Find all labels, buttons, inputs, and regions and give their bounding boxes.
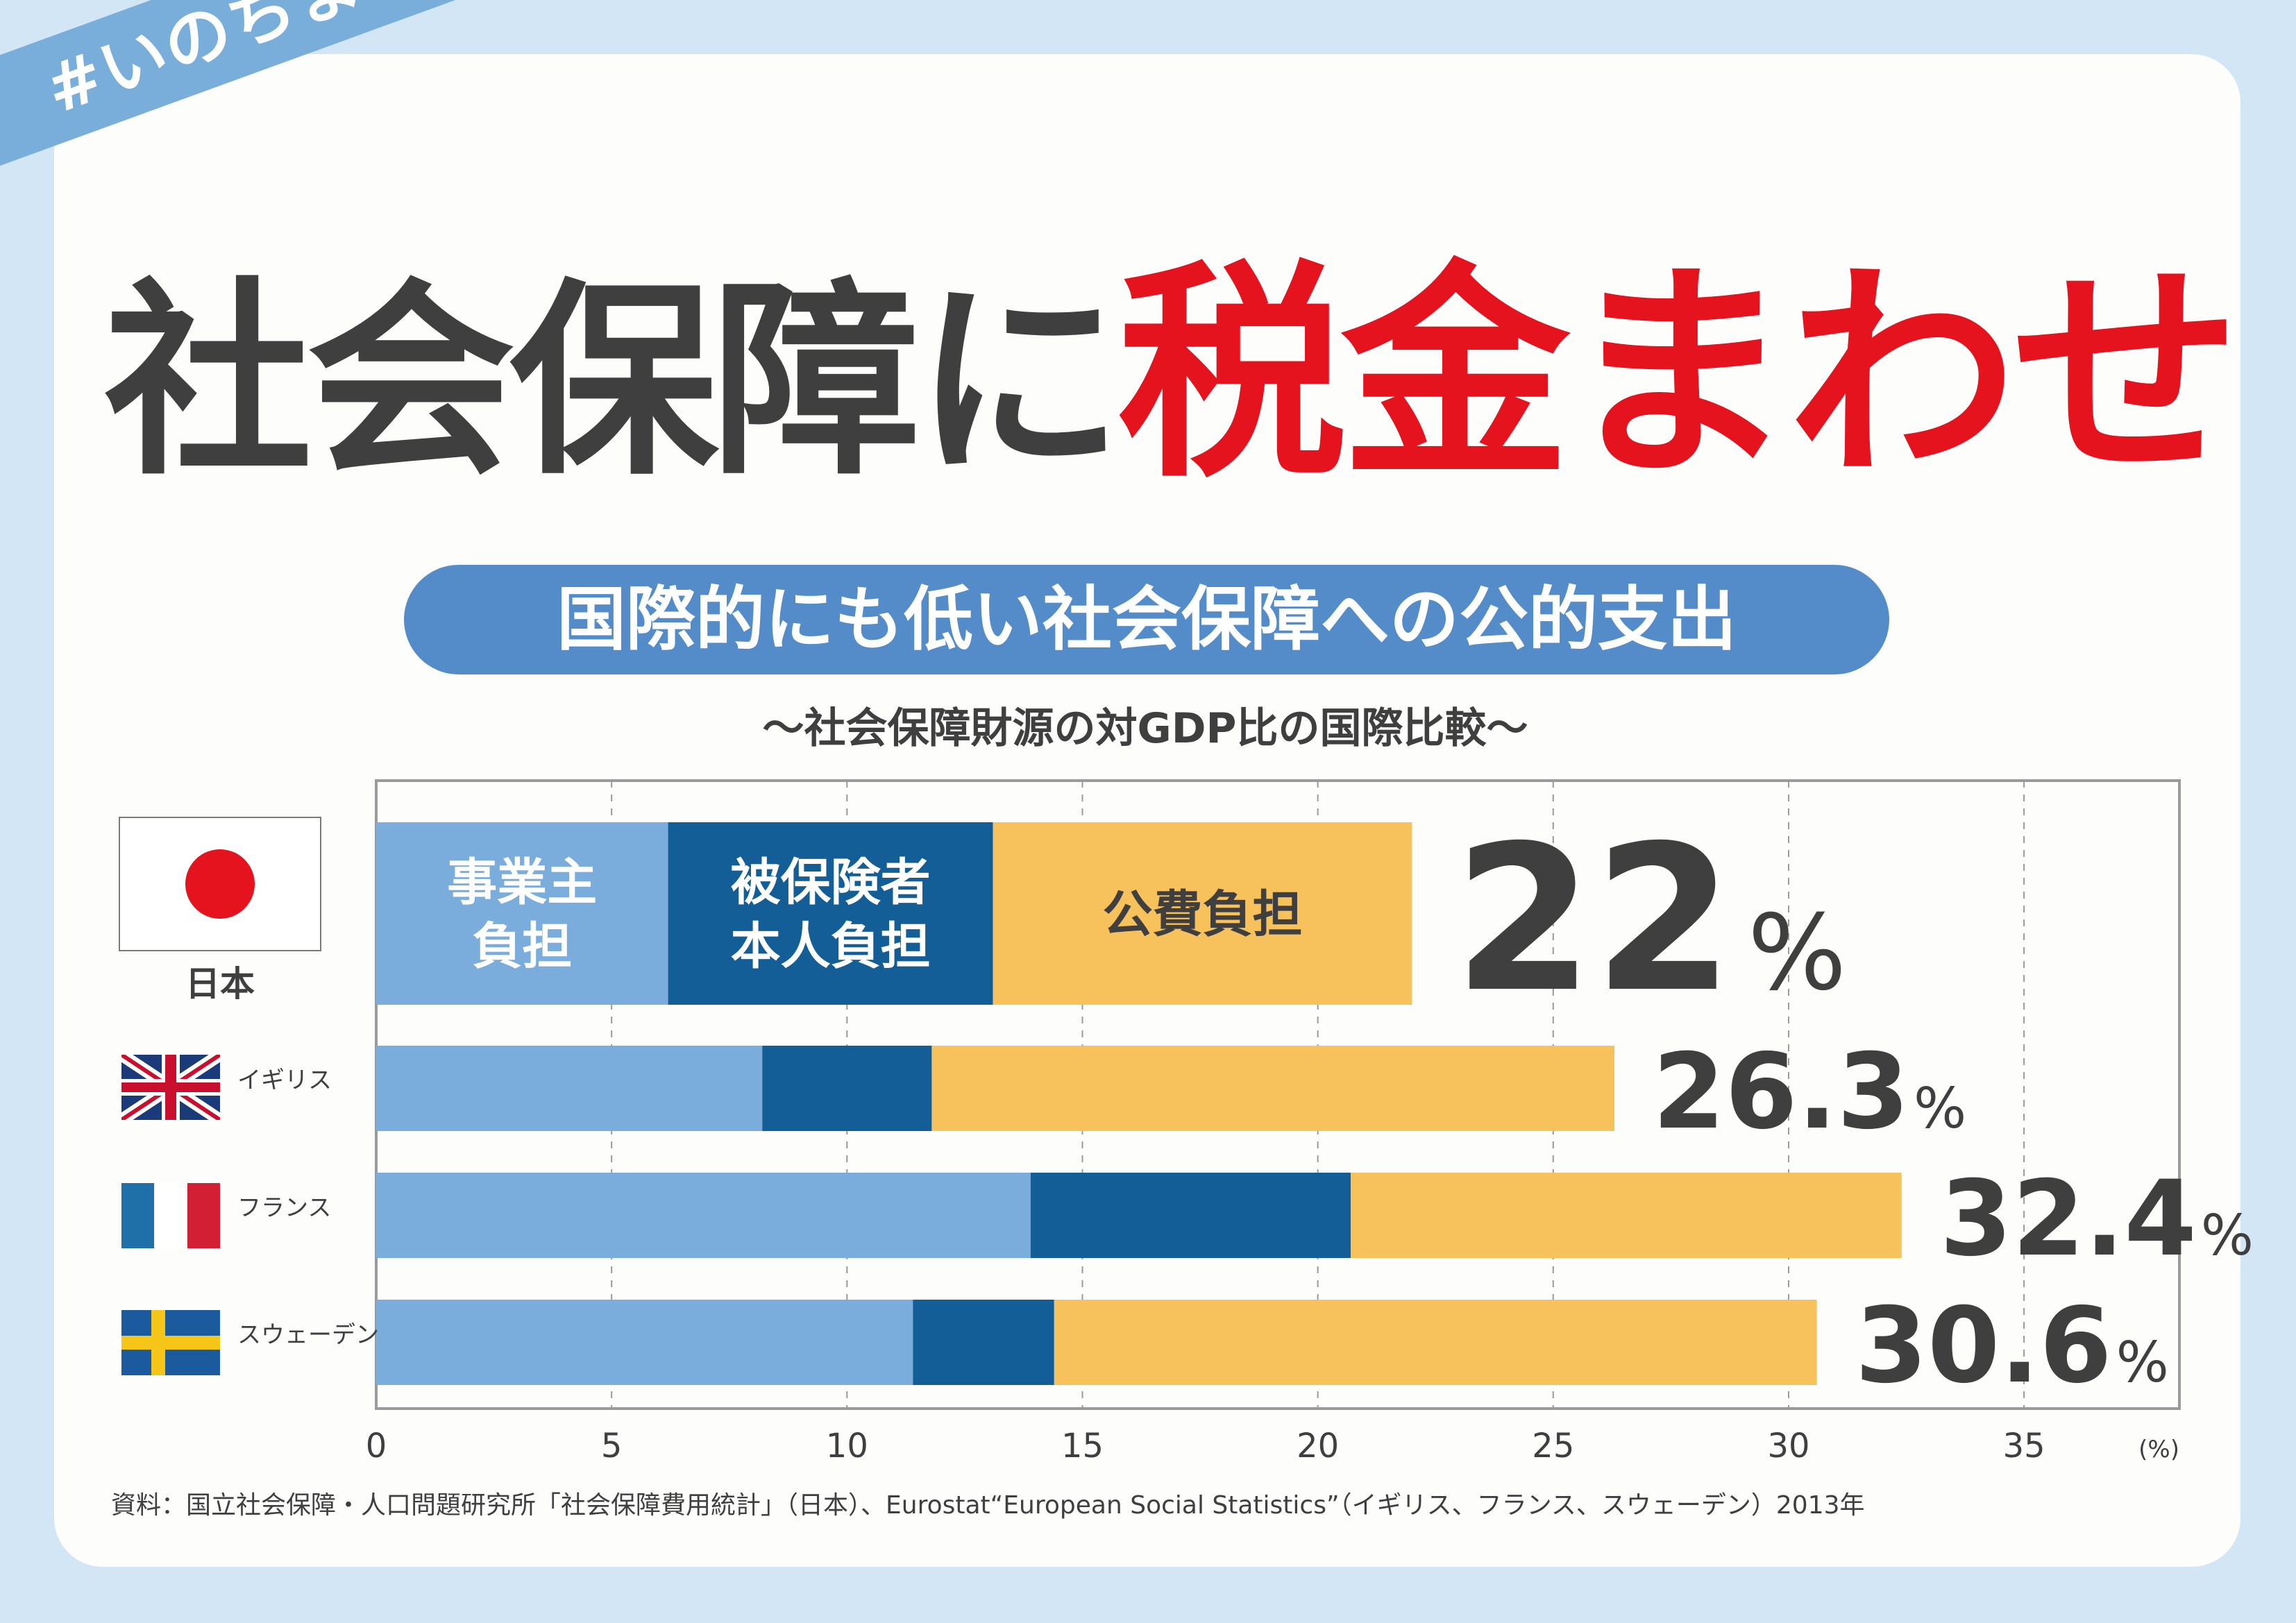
title-part-2: 税金まわせ <box>1117 241 2240 508</box>
segment-label: 被保険者 <box>731 853 931 911</box>
bar-segment <box>931 1046 1615 1131</box>
total-label: 26.3% <box>1653 1032 1966 1153</box>
total-label: 32.4% <box>1940 1159 2254 1280</box>
total-value: 26.3 <box>1653 1032 1909 1153</box>
source-note: 資料：国立社会保障・人口問題研究所「社会保障費用統計」（日本）、Eurostat… <box>111 1491 1865 1520</box>
bar-segment <box>376 1046 763 1131</box>
bar-segment <box>376 822 668 1005</box>
x-tick-label: 20 <box>1297 1427 1339 1465</box>
bar-segment <box>376 1300 913 1385</box>
x-tick-label: 30 <box>1767 1427 1809 1465</box>
bar-segment <box>913 1300 1054 1385</box>
chart-subtitle: 〜社会保障財源の対GDP比の国際比較〜 <box>762 704 1528 753</box>
x-tick-label: 15 <box>1061 1427 1104 1465</box>
bar-segment <box>762 1046 932 1131</box>
total-value: 30.6 <box>1855 1286 2112 1407</box>
country-label: 日本 <box>185 964 255 1004</box>
japan-flag-icon <box>119 817 321 951</box>
country-label: スウェーデン <box>237 1321 379 1349</box>
segment-label: 事業主 <box>447 853 597 911</box>
bar-segment <box>1351 1173 1902 1258</box>
x-tick-label: 35 <box>2003 1427 2045 1465</box>
x-tick-label: 10 <box>826 1427 868 1465</box>
country-label: イギリス <box>237 1067 332 1094</box>
france-flag-icon <box>121 1183 220 1248</box>
x-tick-label: 25 <box>1532 1427 1574 1465</box>
bar-segment <box>668 822 993 1005</box>
title-part-1: 社会保障に <box>104 261 1123 503</box>
total-label: 22% <box>1453 803 1846 1037</box>
x-tick-label: 5 <box>601 1427 623 1465</box>
total-unit: % <box>1914 1076 1966 1141</box>
x-unit-label: (%) <box>2138 1436 2179 1463</box>
x-tick-label: 0 <box>366 1427 387 1465</box>
bar-segment <box>1054 1300 1817 1385</box>
bar-segment <box>993 822 1412 1005</box>
uk-flag-icon <box>121 1055 220 1120</box>
bar-segment <box>376 1173 1031 1258</box>
segment-label: 公費負担 <box>1102 885 1302 943</box>
sweden-flag-icon <box>121 1310 220 1375</box>
total-value: 32.4 <box>1940 1159 2197 1280</box>
country-label: フランス <box>237 1194 331 1222</box>
segment-label: 負担 <box>472 917 572 975</box>
bar-segment <box>1030 1173 1351 1258</box>
section-heading: 国際的にも低い社会保障への公的支出 <box>404 565 1889 674</box>
total-unit: % <box>2201 1203 2254 1268</box>
total-label: 30.6% <box>1855 1286 2169 1407</box>
total-value: 22 <box>1453 803 1734 1037</box>
segment-label: 本人負担 <box>731 917 931 975</box>
total-unit: % <box>2116 1330 2169 1395</box>
main-title: 社会保障に税金まわせ <box>104 229 2240 520</box>
total-unit: % <box>1748 893 1847 1014</box>
